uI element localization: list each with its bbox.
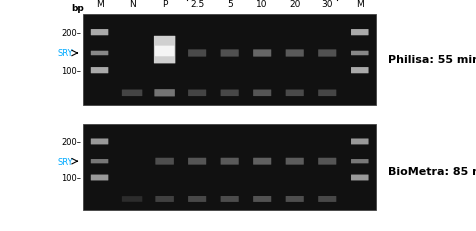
FancyBboxPatch shape [253,196,271,202]
FancyBboxPatch shape [91,175,109,181]
Text: 200–: 200– [61,137,81,146]
FancyBboxPatch shape [286,158,304,165]
Text: BioMetra: 85 min: BioMetra: 85 min [388,167,476,177]
Text: bp: bp [71,4,84,13]
FancyBboxPatch shape [220,158,239,165]
Text: P: P [162,0,167,9]
FancyBboxPatch shape [91,139,109,145]
FancyBboxPatch shape [318,196,337,202]
Text: SRY: SRY [57,49,73,58]
FancyBboxPatch shape [318,90,337,97]
FancyBboxPatch shape [253,90,271,97]
FancyBboxPatch shape [154,37,175,64]
FancyBboxPatch shape [155,196,174,202]
Text: M: M [356,0,364,9]
FancyBboxPatch shape [91,30,109,36]
FancyBboxPatch shape [286,50,304,57]
FancyBboxPatch shape [351,52,368,56]
Text: 2.5: 2.5 [190,0,204,9]
FancyBboxPatch shape [351,139,368,145]
FancyBboxPatch shape [122,196,142,202]
Bar [83,15,376,105]
FancyBboxPatch shape [286,90,304,97]
Text: N: N [129,0,136,9]
Text: 30: 30 [321,0,333,9]
Text: 5: 5 [227,0,233,9]
FancyBboxPatch shape [91,159,109,164]
Text: 200–: 200– [61,29,81,37]
FancyBboxPatch shape [188,50,206,57]
FancyBboxPatch shape [188,196,206,202]
FancyBboxPatch shape [318,158,337,165]
FancyBboxPatch shape [351,175,368,181]
Text: 100–: 100– [61,66,81,75]
FancyBboxPatch shape [155,158,174,165]
FancyBboxPatch shape [286,196,304,202]
FancyBboxPatch shape [91,68,109,74]
Bar [83,125,376,210]
FancyBboxPatch shape [351,159,368,164]
FancyBboxPatch shape [91,52,109,56]
FancyBboxPatch shape [155,46,174,57]
FancyBboxPatch shape [253,50,271,57]
FancyBboxPatch shape [351,30,368,36]
FancyBboxPatch shape [220,90,239,97]
FancyBboxPatch shape [351,68,368,74]
FancyBboxPatch shape [188,158,206,165]
FancyBboxPatch shape [220,50,239,57]
Text: SRY: SRY [57,157,73,166]
FancyBboxPatch shape [253,158,271,165]
Text: M: M [96,0,103,9]
Text: 10: 10 [257,0,268,9]
FancyBboxPatch shape [188,90,206,97]
FancyBboxPatch shape [318,50,337,57]
FancyBboxPatch shape [122,90,142,97]
FancyBboxPatch shape [220,196,239,202]
FancyBboxPatch shape [154,90,175,97]
Text: 20: 20 [289,0,300,9]
Text: Philisa: 55 min: Philisa: 55 min [388,55,476,65]
Text: 100–: 100– [61,173,81,182]
